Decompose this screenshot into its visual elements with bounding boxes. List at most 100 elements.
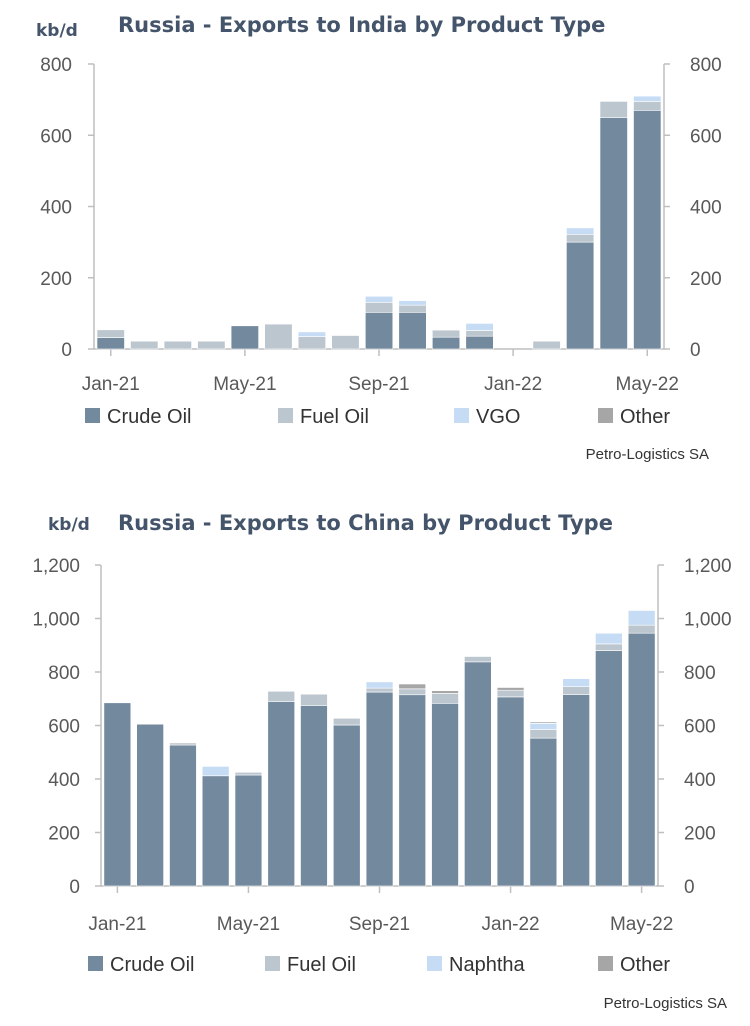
china-bars — [103, 610, 656, 887]
china-legend: Crude Oil Fuel Oil Naphtha Other — [88, 954, 670, 976]
bar-crude-oil-apr-21 — [201, 775, 230, 887]
bar-crude-oil-oct-21 — [398, 311, 427, 350]
bar-fuel-oil-oct-21 — [398, 688, 426, 696]
india-legend: Crude Oil Fuel Oil VGO Other — [85, 406, 670, 428]
bar-crude-oil-jul-21 — [300, 705, 328, 887]
bar-crude-oil-oct-21 — [398, 694, 426, 887]
bar-crude-oil-dec-21 — [465, 335, 494, 350]
y-tick-label-left: 0 — [69, 877, 80, 898]
bar-crude-oil-may-22 — [627, 632, 656, 887]
bar-fuel-oil-mar-21 — [169, 742, 197, 746]
bar-other-jan-22 — [496, 687, 525, 691]
x-tick-label-jan-21: Jan-21 — [82, 374, 140, 395]
bar-crude-oil-nov-21 — [431, 702, 459, 887]
legend-swatch-other — [598, 956, 613, 971]
bar-vgo-sep-21 — [364, 295, 394, 303]
bar-vgo-jul-21 — [297, 331, 327, 337]
bar-naphtha-apr-21 — [201, 766, 230, 777]
y-tick-label-right: 1,000 — [684, 610, 732, 631]
bar-crude-oil-jan-21 — [103, 702, 132, 887]
india-source-note: Petro-Logistics SA — [586, 446, 709, 463]
legend-swatch-crude-oil — [88, 956, 103, 971]
legend-swatch-fuel-oil — [265, 956, 280, 971]
bar-crude-oil-sep-21 — [364, 311, 394, 350]
y-tick-label-left: 200 — [48, 824, 80, 845]
y-tick-label-left: 1,200 — [32, 556, 80, 577]
y-tick-label-right: 0 — [690, 340, 701, 361]
legend-label-crude-oil: Crude Oil — [110, 954, 194, 976]
india-y-unit: kb/d — [36, 21, 78, 41]
bar-fuel-oil-may-22 — [627, 624, 656, 634]
bar-fuel-oil-jan-21 — [96, 329, 125, 338]
legend-swatch-crude-oil — [85, 408, 100, 423]
bar-fuel-oil-feb-21 — [130, 340, 159, 350]
bar-fuel-oil-oct-21 — [398, 304, 427, 313]
x-tick-label-jan-22: Jan-22 — [484, 374, 542, 395]
bar-crude-oil-sep-21 — [365, 691, 394, 887]
y-tick-label-right: 200 — [684, 824, 716, 845]
y-tick-label-right: 400 — [690, 198, 722, 219]
china-y-unit: kb/d — [48, 515, 90, 535]
y-tick-label-right: 600 — [690, 126, 722, 147]
bar-crude-oil-may-21 — [230, 325, 259, 350]
bar-crude-oil-may-21 — [234, 774, 263, 887]
y-tick-label-right: 200 — [690, 269, 722, 290]
bar-fuel-oil-mar-22 — [566, 234, 595, 243]
bar-crude-oil-mar-22 — [566, 241, 595, 350]
bar-crude-oil-jun-21 — [267, 701, 295, 887]
x-tick-label-jan-21: Jan-21 — [88, 914, 146, 935]
india-y-ticks-right: 0 200 400 600 800 — [690, 55, 722, 361]
y-tick-label-right: 1,200 — [684, 556, 732, 577]
y-tick-label-left: 200 — [40, 269, 72, 290]
y-tick-label-left: 400 — [48, 770, 80, 791]
china-y-ticks-left: 0 200 400 600 800 1,000 1,200 — [32, 556, 80, 898]
bar-other-nov-21 — [431, 690, 459, 694]
china-source-note: Petro-Logistics SA — [604, 995, 727, 1012]
bar-naphtha-feb-22 — [529, 723, 558, 730]
x-tick-label-may-22: May-22 — [616, 374, 679, 395]
bar-crude-oil-jan-22 — [496, 696, 525, 887]
bar-fuel-oil-sep-21 — [364, 301, 394, 313]
bar-vgo-may-22 — [633, 95, 662, 102]
bar-fuel-oil-apr-22 — [599, 101, 628, 118]
bar-fuel-oil-aug-21 — [332, 717, 361, 726]
bar-fuel-oil-sep-21 — [365, 687, 394, 693]
bar-crude-oil-nov-21 — [431, 336, 461, 350]
bar-crude-oil-apr-22 — [599, 117, 628, 350]
y-tick-label-left: 800 — [48, 663, 80, 684]
india-x-ticks: Jan-21 May-21 Sep-21 Jan-22 May-22 — [82, 374, 679, 395]
x-tick-label-sep-21: Sep-21 — [348, 374, 409, 395]
legend-label-other: Other — [620, 954, 670, 976]
bar-fuel-oil-mar-22 — [562, 686, 590, 696]
y-tick-label-left: 600 — [48, 717, 80, 738]
x-tick-label-may-21: May-21 — [213, 374, 276, 395]
bar-vgo-mar-22 — [566, 227, 595, 235]
bar-fuel-oil-apr-21 — [197, 340, 226, 350]
china-y-ticks-right: 0 200 400 600 800 1,000 1,200 — [684, 556, 732, 898]
y-tick-label-right: 0 — [684, 877, 695, 898]
bar-naphtha-apr-22 — [595, 632, 623, 645]
bar-fuel-oil-may-22 — [633, 101, 662, 111]
bar-fuel-oil-dec-21 — [464, 656, 492, 663]
bar-fuel-oil-jun-21 — [264, 323, 293, 350]
y-tick-label-left: 600 — [40, 126, 72, 147]
bar-fuel-oil-jan-22 — [496, 689, 525, 698]
bar-crude-oil-aug-21 — [332, 724, 361, 887]
legend-label-fuel-oil: Fuel Oil — [287, 954, 356, 976]
bar-crude-oil-feb-22 — [529, 737, 558, 887]
china-chart-title: Russia - Exports to China by Product Typ… — [118, 511, 613, 535]
bar-fuel-oil-nov-21 — [431, 693, 459, 704]
bar-naphtha-may-22 — [627, 610, 656, 626]
bar-crude-oil-dec-21 — [464, 661, 492, 887]
india-bars — [96, 95, 662, 350]
bar-fuel-oil-apr-22 — [595, 643, 623, 651]
bar-naphtha-mar-22 — [562, 678, 590, 688]
bar-crude-oil-jan-21 — [96, 337, 125, 350]
bar-fuel-oil-may-21 — [234, 771, 263, 776]
bar-other-feb-22 — [529, 721, 558, 724]
x-tick-label-jan-22: Jan-22 — [482, 914, 540, 935]
bar-fuel-oil-dec-21 — [465, 330, 494, 337]
x-tick-label-sep-21: Sep-21 — [349, 914, 410, 935]
bar-crude-oil-feb-21 — [136, 723, 164, 887]
